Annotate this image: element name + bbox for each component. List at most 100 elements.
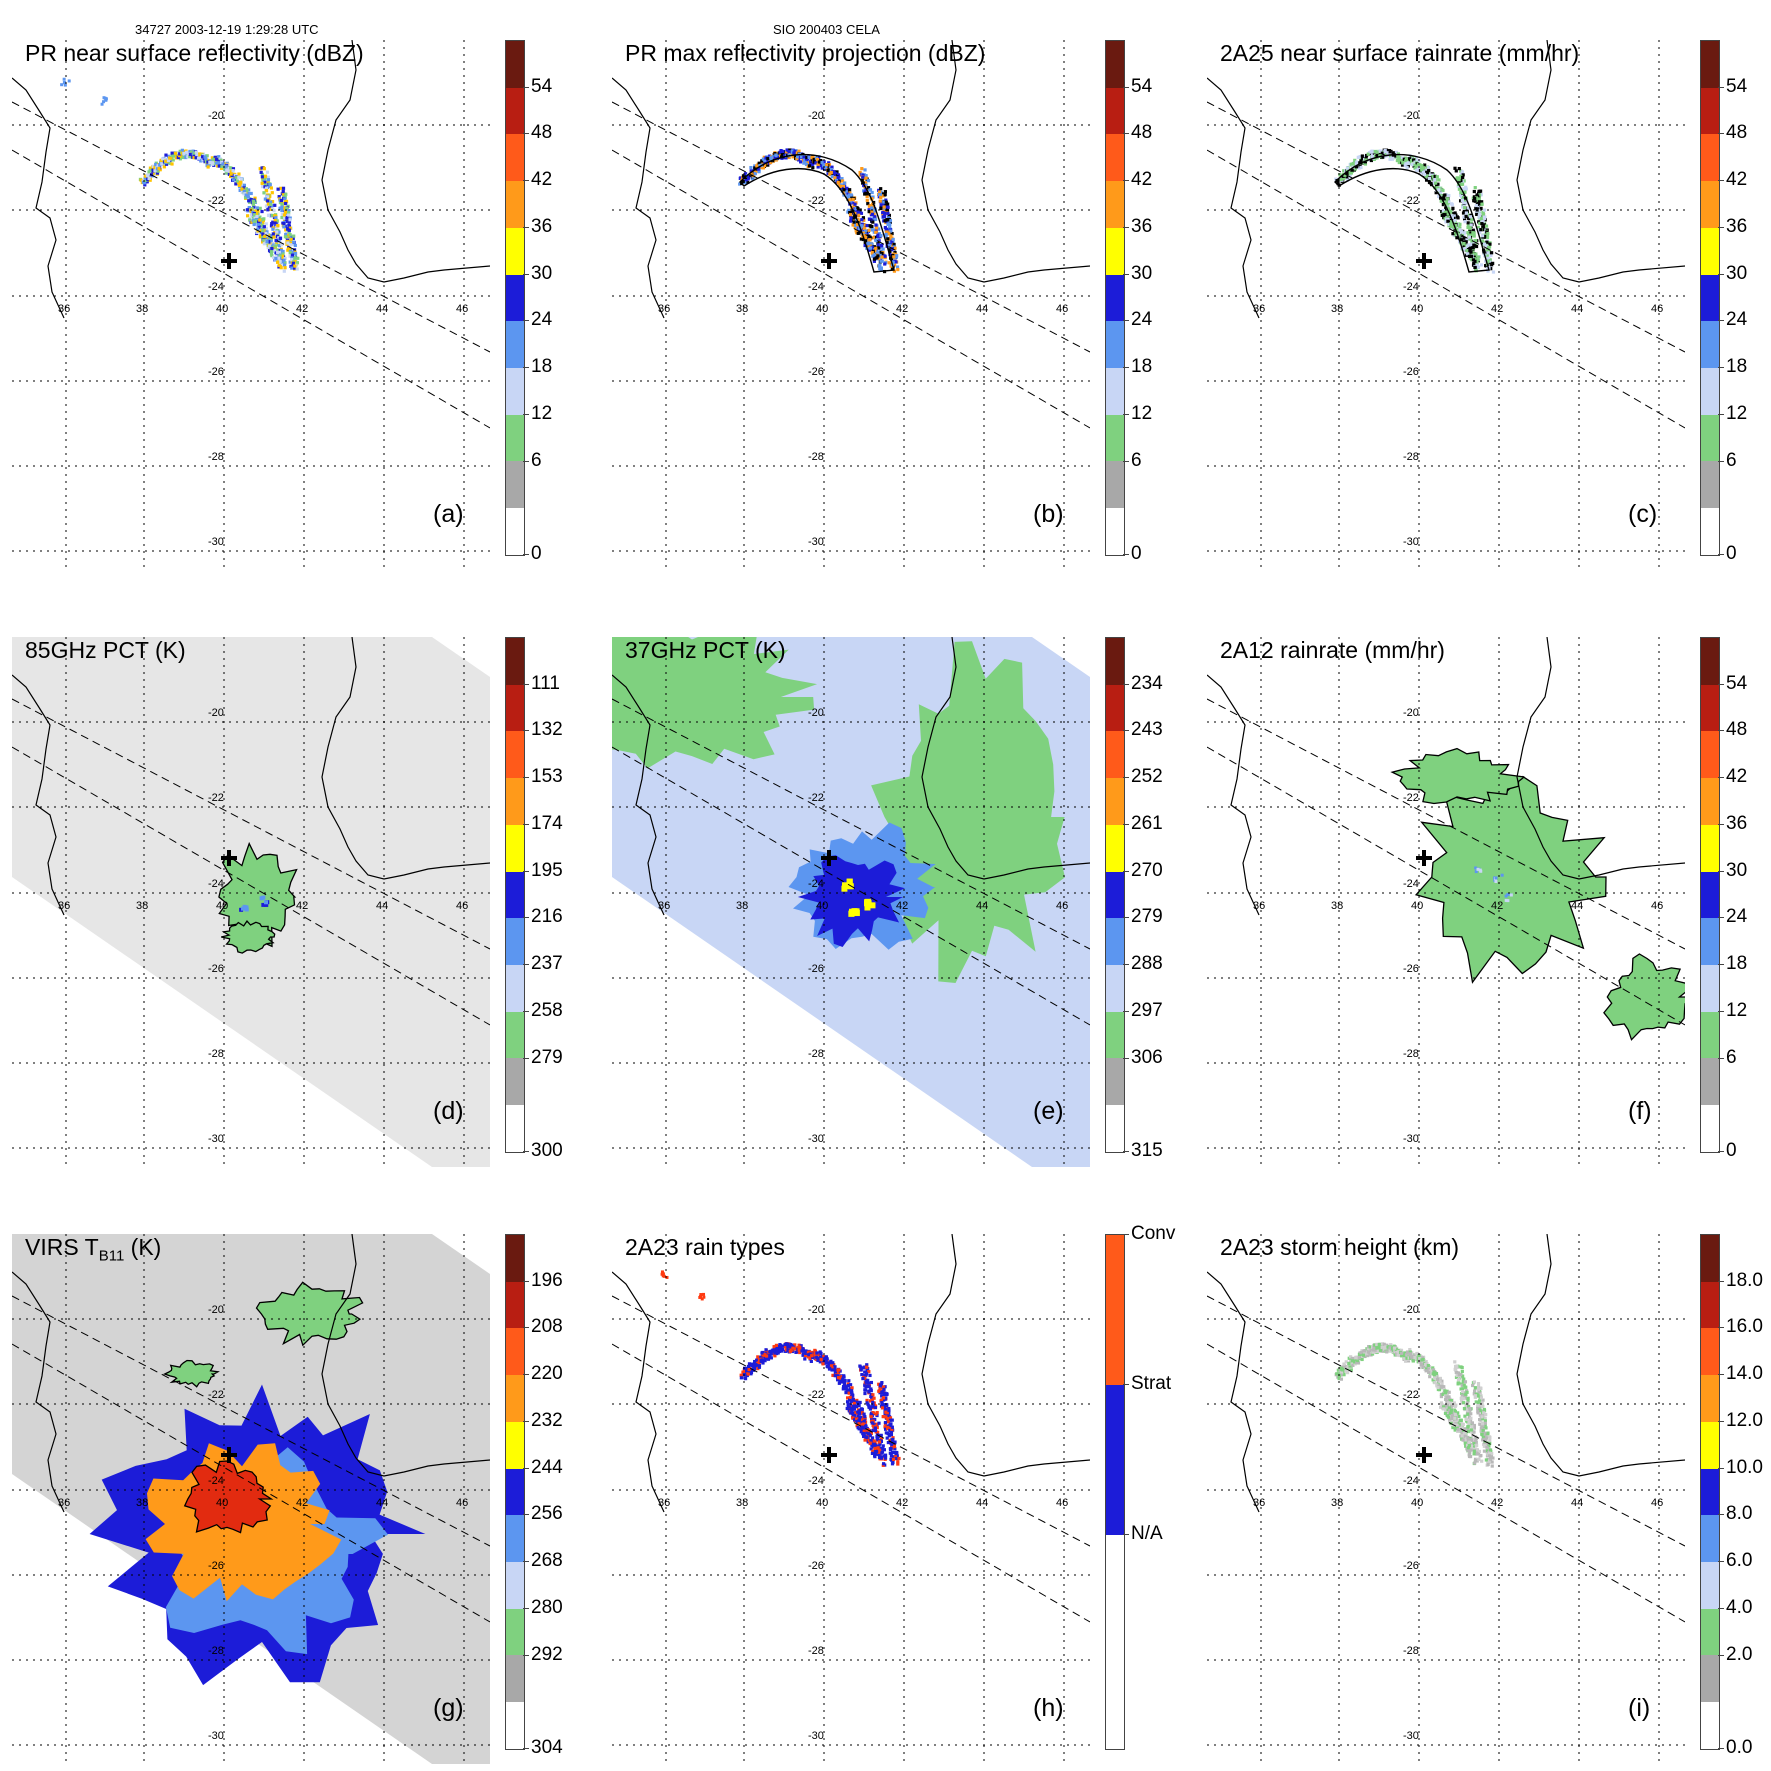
radar-pixel — [1465, 249, 1469, 253]
colorbar-tick-label: 48 — [1717, 719, 1748, 741]
radar-pixel — [1491, 1456, 1495, 1460]
radar-pixel — [880, 1390, 884, 1395]
radar-pixel — [1463, 1380, 1468, 1384]
radar-pixel — [1439, 1405, 1443, 1409]
radar-pixel — [247, 206, 252, 210]
radar-pixel — [786, 1342, 790, 1346]
colorbar-tick-label: 24 — [522, 309, 553, 331]
radar-pixel — [287, 230, 291, 234]
radar-pixel — [1349, 1368, 1353, 1372]
radar-pixel — [1466, 1396, 1470, 1400]
radar-pixel — [283, 197, 287, 201]
radar-pixel — [870, 1436, 875, 1440]
radar-pixel — [283, 263, 287, 267]
radar-pixel — [1388, 1349, 1392, 1353]
radar-pixel — [886, 218, 890, 222]
radar-pixel — [1469, 231, 1473, 235]
radar-pixel — [1444, 1397, 1448, 1402]
radar-pixel — [897, 1456, 901, 1461]
radar-pixel — [145, 173, 150, 177]
radar-pixel — [848, 219, 853, 223]
radar-pixel — [878, 1383, 883, 1387]
colorbar-tick-label: 18 — [1122, 356, 1153, 378]
radar-pixel — [865, 223, 869, 228]
radar-pixel — [1348, 170, 1352, 175]
radar-pixel — [1472, 1380, 1477, 1384]
radar-pixel — [255, 206, 259, 210]
radar-pixel — [759, 1355, 763, 1359]
radar-pixel — [1402, 1356, 1406, 1360]
radar-pixel — [880, 255, 884, 259]
radar-pixel — [1449, 1410, 1453, 1414]
colorbar-segment — [506, 1515, 524, 1563]
radar-pixel — [865, 1365, 869, 1369]
radar-pixel — [288, 254, 292, 258]
radar-pixel — [280, 208, 284, 213]
radar-pixel — [866, 179, 871, 183]
radar-pixel — [1490, 1464, 1494, 1468]
radar-pixel — [1479, 193, 1483, 197]
radar-pixel — [844, 1391, 848, 1395]
radar-pixel — [1385, 1343, 1389, 1347]
radar-pixel — [1459, 178, 1463, 183]
radar-pixel — [1459, 191, 1463, 195]
radar-pixel — [879, 206, 883, 211]
radar-pixel — [260, 175, 264, 179]
radar-pixel — [826, 169, 830, 173]
radar-pixel — [1457, 187, 1461, 191]
radar-pixel — [815, 157, 820, 162]
radar-pixel — [791, 1343, 795, 1347]
latitude-label: -22 — [208, 792, 224, 804]
radar-pixel — [1413, 166, 1417, 170]
radar-pixel — [862, 1431, 866, 1436]
radar-pixel — [891, 1457, 896, 1461]
radar-pixel — [857, 1418, 861, 1423]
radar-pixel — [1486, 231, 1490, 236]
storm-id: SIO 200403 CELA — [773, 22, 880, 37]
radar-pixel — [1473, 1394, 1477, 1398]
radar-pixel — [873, 1426, 877, 1430]
radar-pixel — [866, 202, 870, 206]
radar-pixel — [870, 1398, 874, 1402]
colorbar-tick-label: 12 — [1122, 402, 1153, 424]
radar-pixel — [849, 1390, 854, 1394]
radar-pixel — [871, 228, 875, 232]
radar-pixel — [277, 230, 281, 234]
radar-pixel — [1476, 265, 1481, 269]
radar-pixel — [795, 157, 799, 161]
radar-pixel — [874, 223, 878, 227]
radar-pixel — [182, 151, 186, 156]
radar-pixel — [869, 1380, 874, 1385]
radar-pixel — [1469, 1416, 1473, 1420]
radar-pixel — [886, 1431, 890, 1436]
radar-pixel — [739, 176, 743, 180]
radar-pixel — [282, 225, 286, 229]
radar-pixel — [1468, 215, 1473, 219]
pr-swath-edge — [12, 1295, 490, 1547]
radar-pixel — [148, 178, 152, 182]
radar-pixel — [882, 1392, 886, 1397]
radar-pixel — [1476, 1393, 1480, 1397]
radar-pixel — [871, 202, 875, 206]
pr-swath-edge — [1207, 101, 1685, 353]
radar-pixel — [1475, 262, 1479, 267]
radar-pixel — [1458, 1429, 1463, 1433]
radar-pixel — [862, 1412, 866, 1416]
radar-pixel — [887, 213, 891, 218]
radar-pixel — [1404, 157, 1408, 161]
radar-pixel — [893, 263, 897, 267]
colorbar-tick-label: 24 — [1122, 309, 1153, 331]
radar-pixel — [259, 896, 264, 901]
radar-pixel — [1486, 1431, 1490, 1435]
radar-pixel — [1470, 1421, 1474, 1425]
radar-pixel — [1474, 252, 1478, 256]
pr-swath-edge — [12, 698, 490, 950]
colorbar-tick-label: 297 — [1123, 999, 1163, 1021]
radar-pixel — [886, 241, 890, 245]
radar-pixel — [894, 255, 898, 259]
radar-pixel — [874, 239, 879, 243]
radar-pixel — [178, 157, 182, 161]
radar-pixel — [878, 193, 883, 197]
radar-pixel — [883, 1391, 887, 1395]
radar-pixel — [854, 229, 858, 233]
